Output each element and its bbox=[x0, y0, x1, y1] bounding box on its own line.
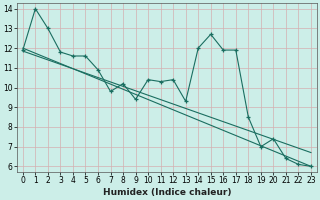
X-axis label: Humidex (Indice chaleur): Humidex (Indice chaleur) bbox=[103, 188, 231, 197]
